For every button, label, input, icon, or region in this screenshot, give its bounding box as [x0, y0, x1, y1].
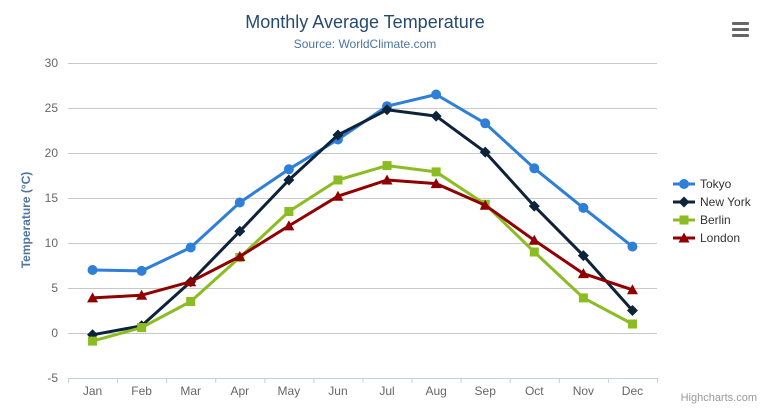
triangle-marker-icon	[673, 232, 695, 243]
credits-link[interactable]: Highcharts.com	[680, 392, 757, 404]
data-point-london-jun	[332, 190, 344, 201]
y-axis-label: 20	[45, 146, 59, 160]
x-axis-label: Nov	[573, 384, 594, 398]
data-point-berlin-mar	[186, 297, 196, 306]
data-point-new-york-may	[283, 174, 295, 186]
y-axis-label: 10	[45, 236, 59, 250]
data-point-new-york-jun	[332, 129, 344, 141]
data-point-tokyo-nov	[578, 202, 589, 213]
series-markers-new-york[interactable]	[87, 104, 638, 341]
y-axis-label: -5	[47, 371, 58, 385]
data-point-berlin-may	[284, 207, 294, 216]
data-point-berlin-feb	[137, 323, 147, 333]
data-point-london-mar	[185, 276, 197, 287]
series-markers-london[interactable]	[87, 174, 638, 303]
context-menu-button[interactable]	[730, 20, 752, 40]
x-axis-label: Feb	[131, 384, 152, 398]
data-point-tokyo-oct	[529, 163, 540, 174]
data-point-tokyo-dec	[627, 241, 638, 252]
diamond-marker-icon	[673, 196, 695, 208]
x-axis-label: Dec	[622, 384, 643, 398]
data-point-new-york-oct	[528, 200, 540, 212]
data-point-london-jul	[381, 174, 393, 185]
legend-item-berlin[interactable]: Berlin	[673, 211, 751, 229]
x-axis-label: Jan	[83, 384, 102, 398]
x-axis-label: Aug	[425, 384, 446, 398]
data-point-tokyo-may	[283, 164, 294, 175]
data-point-london-may	[283, 220, 295, 231]
x-axis-label: May	[278, 384, 301, 398]
data-point-berlin-jun	[333, 175, 343, 185]
data-point-new-york-sep	[479, 146, 491, 158]
data-point-tokyo-feb	[136, 265, 147, 276]
legend-item-london[interactable]: London	[673, 229, 751, 247]
data-point-london-nov	[577, 268, 589, 279]
data-point-tokyo-sep	[480, 118, 491, 129]
data-point-new-york-dec	[626, 305, 638, 316]
x-axis-label: Apr	[230, 384, 249, 398]
y-axis-label: 15	[45, 191, 59, 205]
data-point-tokyo-jan	[87, 265, 98, 275]
data-point-tokyo-mar	[185, 242, 196, 253]
x-axis-label: Mar	[180, 384, 201, 398]
data-point-new-york-nov	[577, 250, 589, 262]
data-point-new-york-jul	[381, 104, 393, 116]
data-point-london-sep	[479, 199, 491, 210]
data-point-london-oct	[528, 234, 540, 245]
y-axis-label: 30	[45, 56, 59, 70]
data-point-london-aug	[430, 178, 442, 189]
legend-label: London	[700, 231, 741, 245]
series-line-london[interactable]	[91, 178, 634, 300]
data-point-berlin-nov	[578, 293, 588, 303]
x-axis-label: Jul	[379, 384, 394, 398]
data-point-berlin-jul	[382, 161, 392, 171]
legend-item-tokyo[interactable]: Tokyo	[673, 175, 751, 193]
legend-label: Berlin	[700, 213, 731, 227]
data-point-new-york-apr	[234, 225, 246, 237]
x-axis-label: Oct	[525, 384, 544, 398]
x-axis-label: Sep	[475, 384, 497, 398]
data-point-berlin-dec	[627, 319, 637, 329]
y-axis-title: Temperature (°C)	[19, 171, 33, 269]
circle-marker-icon	[673, 179, 695, 189]
data-point-new-york-aug	[430, 110, 442, 122]
chart-subtitle: Source: WorldClimate.com	[293, 37, 437, 51]
data-point-tokyo-apr	[234, 197, 245, 208]
hamburger-icon	[732, 22, 749, 25]
data-point-berlin-jan	[88, 336, 98, 346]
legend-item-new-york[interactable]: New York	[673, 193, 751, 211]
data-point-london-feb	[136, 289, 148, 300]
chart-title: Monthly Average Temperature	[245, 12, 485, 32]
y-axis-label: 25	[45, 101, 59, 115]
series-markers-tokyo[interactable]	[87, 89, 638, 276]
data-point-london-jan	[87, 292, 99, 303]
x-axis-label: Jun	[328, 384, 347, 398]
y-axis-label: 0	[51, 326, 58, 340]
data-point-tokyo-aug	[431, 89, 442, 100]
data-point-berlin-aug	[431, 167, 441, 177]
data-point-london-dec	[626, 284, 638, 295]
data-point-london-apr	[234, 251, 246, 261]
legend-label: Tokyo	[700, 177, 732, 191]
data-point-berlin-oct	[529, 247, 539, 257]
y-axis-label: 5	[51, 281, 58, 295]
square-marker-icon	[673, 215, 695, 225]
series-line-berlin[interactable]	[91, 164, 634, 343]
series-line-new-york[interactable]	[91, 108, 634, 337]
legend-label: New York	[700, 195, 751, 209]
legend: Tokyo New York Berlin London	[673, 175, 751, 247]
